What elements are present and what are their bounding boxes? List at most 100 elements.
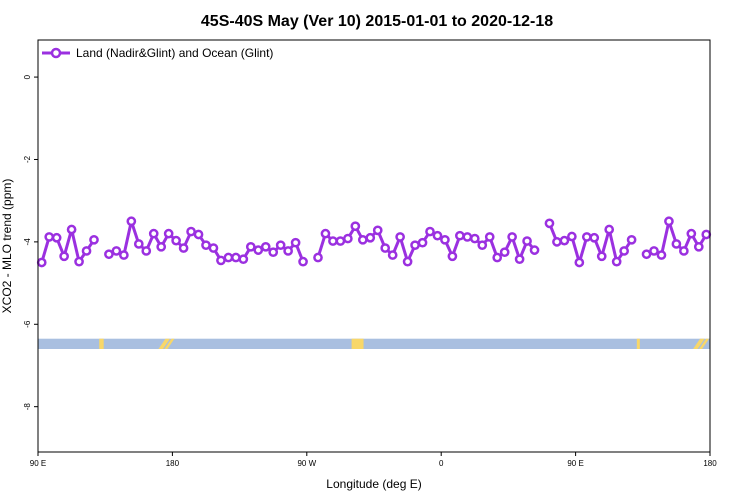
data-point <box>567 231 577 242</box>
data-point <box>581 232 592 242</box>
x-tick-label: 90 E <box>567 459 583 468</box>
y-tick-label: -2 <box>23 155 32 163</box>
x-tick-label: 90 E <box>30 459 46 468</box>
data-point <box>201 240 211 251</box>
data-point <box>649 246 659 256</box>
data-point <box>544 218 555 229</box>
legend-marker <box>50 47 62 59</box>
data-point <box>656 250 667 260</box>
data-point <box>596 251 607 262</box>
data-point <box>245 241 256 252</box>
x-axis-label: Longitude (deg E) <box>326 477 421 491</box>
data-point <box>611 256 622 267</box>
data-point <box>447 251 458 262</box>
data-point <box>66 224 77 235</box>
data-point <box>178 243 189 253</box>
data-point <box>641 249 652 260</box>
data-point <box>529 245 540 255</box>
data-point <box>238 254 249 265</box>
data-point <box>313 252 323 263</box>
data-point <box>380 243 391 253</box>
data-point <box>111 246 122 256</box>
legend-label: Land (Nadir&Glint) and Ocean (Glint) <box>76 46 273 60</box>
data-point <box>492 252 503 263</box>
data-point <box>462 232 473 242</box>
data-point <box>671 239 682 249</box>
data-point <box>686 228 697 239</box>
land-patch <box>693 338 705 349</box>
ocean-strip <box>38 338 710 349</box>
data-point <box>119 250 129 260</box>
x-tick-label: 180 <box>703 459 717 468</box>
data-point <box>223 252 234 263</box>
data-point <box>410 240 420 251</box>
data-point <box>693 241 704 252</box>
data-point <box>574 257 585 268</box>
x-tick-label: 90 W <box>297 459 316 468</box>
land-patch <box>699 338 710 349</box>
data-point <box>559 235 570 246</box>
x-tick-label: 0 <box>439 459 444 468</box>
data-point <box>290 237 301 248</box>
plot-frame <box>37 39 711 453</box>
y-axis: 0 -2 -4 -6 -8 <box>23 74 38 410</box>
data-point <box>477 240 488 251</box>
data-point <box>104 249 114 260</box>
data-point <box>133 239 144 249</box>
data-point <box>357 234 368 245</box>
y-tick-label: -8 <box>23 403 32 411</box>
data-point <box>163 228 174 239</box>
data-point <box>365 232 376 243</box>
data-point <box>283 246 293 256</box>
data-point <box>499 247 510 258</box>
data-point <box>51 232 62 243</box>
land-patch <box>636 338 640 349</box>
data-point <box>343 233 353 244</box>
data-point <box>387 250 398 260</box>
data-point <box>469 233 480 244</box>
data-point <box>679 246 689 256</box>
data-point <box>156 241 167 252</box>
data-point <box>395 232 405 242</box>
data-point <box>260 241 271 252</box>
data-point <box>335 236 346 246</box>
y-axis-label: XCO2 - MLO trend (ppm) <box>0 179 14 314</box>
data-point <box>350 221 361 232</box>
data-point <box>59 251 69 262</box>
data-point <box>626 234 637 245</box>
data-point <box>148 228 159 239</box>
x-tick-label: 180 <box>166 459 180 468</box>
data-point <box>126 216 137 227</box>
data-point <box>216 255 226 266</box>
data-point <box>141 246 152 256</box>
data-point <box>589 232 600 243</box>
chart-title: 45S-40S May (Ver 10) 2015-01-01 to 2020-… <box>201 13 553 30</box>
data-point <box>604 224 615 235</box>
data-point <box>619 246 629 256</box>
data-point <box>484 232 495 242</box>
data-point <box>372 225 383 236</box>
data-point <box>89 234 99 245</box>
data-point <box>298 256 308 267</box>
data-point <box>552 237 562 247</box>
data-point <box>186 226 196 237</box>
land-patch <box>351 338 364 349</box>
data-point <box>425 226 435 237</box>
data-point <box>328 236 338 246</box>
data-point <box>440 234 450 245</box>
land-patch <box>164 338 175 349</box>
data-point <box>522 236 532 246</box>
legend: Land (Nadir&Glint) and Ocean (Glint) <box>42 46 273 60</box>
land-patch <box>158 338 170 349</box>
data-point <box>417 237 428 248</box>
data-point <box>253 245 264 255</box>
data-point <box>507 232 517 242</box>
land-patch <box>99 338 104 349</box>
data-point <box>36 257 47 268</box>
data-point <box>402 256 413 267</box>
data-point <box>455 230 465 241</box>
data-point <box>664 216 674 227</box>
data-point <box>701 229 712 240</box>
